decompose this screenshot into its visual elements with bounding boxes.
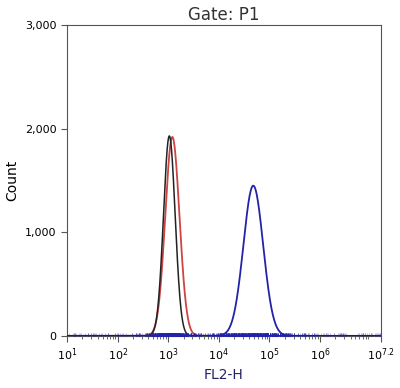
Y-axis label: Count: Count <box>6 160 20 201</box>
Title: Gate: P1: Gate: P1 <box>188 5 260 24</box>
X-axis label: FL2-H: FL2-H <box>204 369 244 383</box>
